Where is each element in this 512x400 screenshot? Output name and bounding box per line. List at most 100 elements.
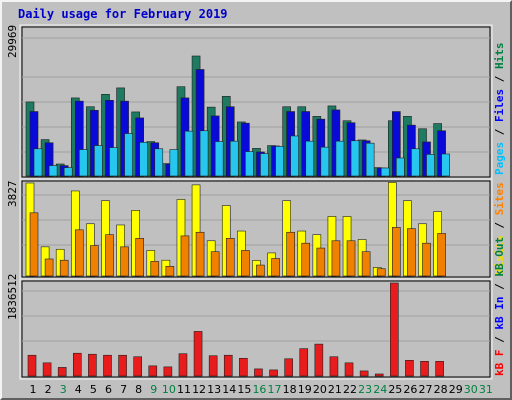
- bar-pages-day-12: [199, 130, 209, 177]
- bar-sites-day-28: [437, 233, 446, 277]
- x-tick-day-23: 23: [358, 383, 372, 396]
- x-tick-day-28: 28: [434, 383, 448, 396]
- legend-entry: Hits: [493, 43, 506, 70]
- bar-sites-day-22: [346, 240, 356, 277]
- bar-kbf-day-7: [118, 354, 127, 377]
- bar-sites-day-10: [165, 265, 175, 277]
- legend-entry: /: [493, 277, 506, 297]
- bar-pages-day-2: [48, 165, 58, 177]
- x-tick-day-16: 16: [252, 383, 266, 396]
- bar-sites-day-24: [376, 268, 386, 277]
- bar-kbf-day-15: [239, 357, 248, 377]
- bar-sites-day-6: [105, 234, 114, 277]
- legend-entry: Files: [493, 89, 506, 122]
- bar-pages-day-5: [94, 145, 103, 177]
- x-tick-day-11: 11: [177, 383, 191, 396]
- bar-sites-day-27: [422, 242, 431, 277]
- legend-entry: Pages: [493, 142, 506, 175]
- bar-pages-day-17: [275, 146, 284, 177]
- bar-sites-day-12: [195, 231, 205, 277]
- x-tick-day-17: 17: [268, 383, 282, 396]
- bar-sites-day-19: [301, 242, 311, 277]
- bar-pages-day-24: [380, 167, 390, 177]
- legend-panel-2: Visits / Sites: [493, 182, 506, 275]
- x-tick-day-8: 8: [135, 383, 142, 396]
- bar-pages-day-22: [350, 140, 360, 177]
- y-max-label-panel-1: 29969: [6, 25, 19, 58]
- bar-sites-day-15: [241, 250, 250, 277]
- bar-kbf-day-6: [103, 354, 112, 377]
- bar-kbf-day-12: [193, 331, 203, 377]
- bar-kbf-day-22: [344, 362, 354, 377]
- bar-kbf-day-10: [163, 366, 173, 377]
- x-tick-day-26: 26: [403, 383, 417, 396]
- bar-pages-day-20: [320, 146, 330, 177]
- bar-pages-day-11: [184, 130, 194, 177]
- bar-kbf-day-24: [374, 373, 384, 377]
- y-max-label-panel-3: 1836512: [6, 274, 19, 320]
- bar-pages-day-16: [260, 153, 269, 177]
- bar-sites-day-7: [120, 246, 129, 277]
- bar-pages-day-7: [124, 133, 133, 177]
- y-max-label-panel-2: 3827: [6, 181, 19, 208]
- x-tick-day-5: 5: [90, 383, 97, 396]
- x-tick-day-14: 14: [222, 383, 236, 396]
- x-tick-day-6: 6: [105, 383, 112, 396]
- bar-kbf-day-9: [148, 365, 158, 377]
- bar-sites-day-9: [150, 261, 160, 277]
- bar-sites-day-23: [361, 251, 371, 277]
- bar-kbf-day-21: [329, 356, 339, 377]
- bar-sites-day-14: [225, 238, 235, 277]
- legend-entry: /: [493, 69, 506, 89]
- bar-pages-day-28: [441, 153, 450, 177]
- bar-kbf-day-27: [420, 361, 429, 377]
- x-tick-day-19: 19: [298, 383, 312, 396]
- legend-entry: kB In: [493, 297, 506, 330]
- bar-kbf-day-11: [178, 353, 188, 377]
- bar-pages-day-23: [365, 142, 375, 177]
- bar-kbf-day-5: [88, 353, 97, 377]
- bar-pages-day-8: [139, 142, 148, 177]
- bar-kbf-day-16: [254, 368, 263, 377]
- x-tick-day-10: 10: [162, 383, 176, 396]
- x-tick-day-20: 20: [313, 383, 327, 396]
- bar-kbf-day-4: [72, 352, 82, 377]
- x-tick-day-30: 30: [464, 383, 478, 396]
- x-tick-day-31: 31: [479, 383, 493, 396]
- bar-sites-day-4: [74, 229, 84, 277]
- bar-kbf-day-23: [359, 370, 369, 377]
- x-tick-day-27: 27: [419, 383, 433, 396]
- bar-pages-day-13: [214, 141, 224, 177]
- bar-sites-day-13: [210, 251, 220, 277]
- x-tick-day-1: 1: [30, 383, 37, 396]
- bar-pages-day-18: [290, 135, 299, 177]
- bar-sites-day-26: [407, 228, 416, 277]
- x-tick-day-13: 13: [207, 383, 221, 396]
- bar-pages-day-6: [109, 147, 118, 177]
- bar-kbf-day-1: [27, 354, 37, 377]
- legend-entry: /: [493, 330, 506, 350]
- bar-sites-day-2: [44, 258, 54, 277]
- x-tick-day-22: 22: [343, 383, 357, 396]
- bar-sites-day-3: [59, 259, 69, 277]
- x-tick-day-3: 3: [60, 383, 67, 396]
- legend-entry: Visits: [493, 235, 506, 275]
- bar-kbf-day-17: [269, 369, 278, 377]
- bar-pages-day-19: [305, 140, 315, 177]
- bar-pages-day-10: [169, 149, 179, 177]
- chart-title: Daily usage for February 2019: [18, 7, 228, 21]
- x-tick-day-21: 21: [328, 383, 342, 396]
- bar-kbf-day-2: [42, 362, 52, 377]
- bar-kbf-day-14: [223, 354, 233, 377]
- legend-entry: /: [493, 215, 506, 235]
- bar-kbf-day-19: [299, 348, 309, 377]
- x-tick-day-18: 18: [283, 383, 297, 396]
- bar-sites-day-11: [180, 235, 190, 277]
- legend-panel-1: Pages / Files / Hits: [493, 43, 506, 176]
- bar-pages-day-1: [33, 148, 43, 177]
- bar-sites-day-8: [135, 238, 144, 277]
- x-tick-day-4: 4: [75, 383, 82, 396]
- x-tick-day-25: 25: [388, 383, 402, 396]
- bar-sites-day-21: [331, 240, 341, 277]
